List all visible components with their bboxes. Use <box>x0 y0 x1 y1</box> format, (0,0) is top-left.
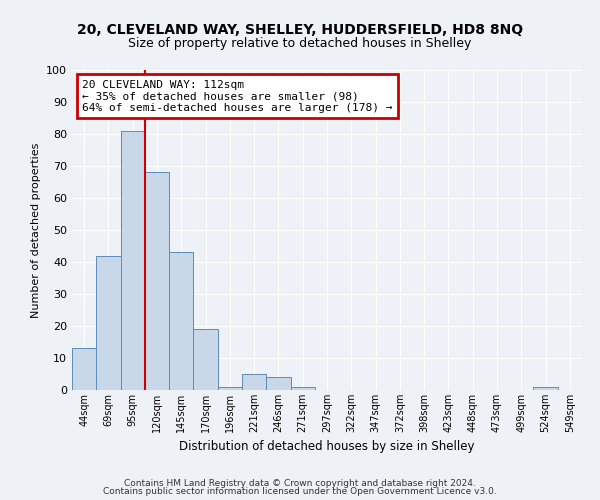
Text: Contains HM Land Registry data © Crown copyright and database right 2024.: Contains HM Land Registry data © Crown c… <box>124 478 476 488</box>
Bar <box>290 387 315 390</box>
Text: Contains public sector information licensed under the Open Government Licence v3: Contains public sector information licen… <box>103 487 497 496</box>
Bar <box>242 374 266 390</box>
Bar <box>266 377 290 390</box>
Bar <box>218 387 242 390</box>
Bar <box>169 252 193 390</box>
Bar <box>121 131 145 390</box>
Bar <box>193 329 218 390</box>
Text: Size of property relative to detached houses in Shelley: Size of property relative to detached ho… <box>128 38 472 51</box>
Y-axis label: Number of detached properties: Number of detached properties <box>31 142 41 318</box>
Text: 20, CLEVELAND WAY, SHELLEY, HUDDERSFIELD, HD8 8NQ: 20, CLEVELAND WAY, SHELLEY, HUDDERSFIELD… <box>77 22 523 36</box>
Text: 20 CLEVELAND WAY: 112sqm
← 35% of detached houses are smaller (98)
64% of semi-d: 20 CLEVELAND WAY: 112sqm ← 35% of detach… <box>82 80 392 113</box>
Bar <box>72 348 96 390</box>
Bar <box>96 256 121 390</box>
X-axis label: Distribution of detached houses by size in Shelley: Distribution of detached houses by size … <box>179 440 475 454</box>
Bar <box>145 172 169 390</box>
Bar <box>533 387 558 390</box>
